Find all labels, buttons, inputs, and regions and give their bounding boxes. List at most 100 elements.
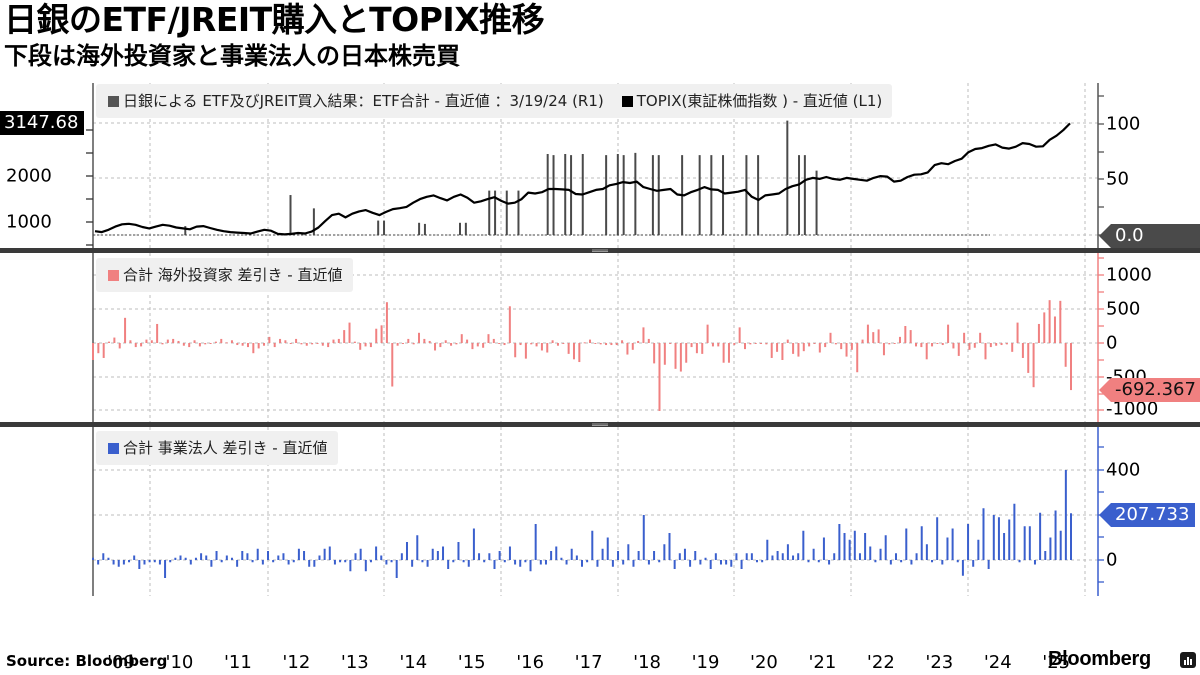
corp-bar bbox=[138, 560, 141, 569]
corp-bar bbox=[843, 533, 846, 560]
foreign-bar bbox=[669, 343, 672, 344]
legend-swatch-corp bbox=[108, 443, 119, 454]
corp-bar bbox=[153, 560, 156, 563]
foreign-bar bbox=[466, 339, 469, 343]
corp-bar bbox=[642, 515, 645, 560]
foreign-bar bbox=[882, 343, 885, 356]
foreign-bar bbox=[765, 343, 768, 345]
foreign-bar bbox=[631, 343, 634, 350]
foreign-bar bbox=[246, 343, 249, 348]
foreign-bar bbox=[963, 332, 966, 343]
corp-bar bbox=[359, 548, 362, 560]
x-axis-label: '16 bbox=[516, 652, 545, 673]
foreign-bar bbox=[359, 343, 362, 350]
foreign-bar bbox=[808, 343, 811, 347]
corp-bar bbox=[261, 560, 264, 565]
corp-bar bbox=[812, 548, 815, 560]
corp-bar bbox=[462, 560, 465, 563]
corp-bar bbox=[1064, 470, 1067, 560]
foreign-bar bbox=[610, 343, 613, 346]
corp-bar bbox=[956, 560, 959, 563]
foreign-bar bbox=[369, 343, 372, 348]
foreign-bar bbox=[423, 338, 426, 343]
foreign-bar bbox=[220, 338, 223, 343]
foreign-bar bbox=[450, 343, 453, 346]
corp-bar bbox=[951, 528, 954, 560]
right-axis-mid-tick-neg1000: -1000 bbox=[1106, 398, 1159, 420]
foreign-bar bbox=[188, 343, 191, 348]
legend-swatch-topix bbox=[621, 96, 633, 107]
corp-bar bbox=[272, 560, 275, 563]
foreign-bar bbox=[711, 343, 714, 347]
foreign-bar bbox=[439, 343, 442, 348]
corp-bar bbox=[977, 539, 980, 560]
corp-bar bbox=[128, 560, 131, 563]
foreign-bar bbox=[519, 343, 522, 346]
foreign-bar bbox=[893, 343, 896, 344]
foreign-bar bbox=[113, 337, 116, 343]
corp-bar bbox=[1044, 551, 1047, 560]
foreign-bar bbox=[957, 343, 960, 356]
corp-bar bbox=[704, 557, 707, 560]
topix-last-value-flag: 3147.68 bbox=[0, 111, 85, 135]
corp-bar bbox=[776, 551, 779, 560]
foreign-bar bbox=[995, 343, 998, 346]
corp-bar bbox=[133, 555, 136, 560]
corp-bar bbox=[797, 553, 800, 560]
foreign-bar bbox=[685, 343, 688, 363]
foreign-bar bbox=[428, 340, 431, 343]
corp-bar bbox=[936, 517, 939, 560]
foreign-bar bbox=[514, 343, 517, 358]
foreign-bar bbox=[375, 328, 378, 343]
foreign-bar bbox=[177, 340, 180, 343]
corp-bar bbox=[1018, 560, 1021, 563]
corp-bar bbox=[982, 508, 985, 560]
corp-bar bbox=[143, 560, 146, 565]
foreign-bar bbox=[524, 343, 527, 359]
foreign-bar bbox=[140, 343, 143, 347]
foreign-bar bbox=[353, 341, 356, 343]
legend-bottom: 合計 事業法人 差引き - 直近値 bbox=[96, 431, 338, 465]
corp-bar bbox=[472, 528, 475, 560]
corp-bar bbox=[148, 560, 151, 563]
corp-bar bbox=[514, 560, 517, 565]
corp-bar bbox=[611, 560, 614, 567]
foreign-bar bbox=[337, 338, 340, 343]
corp-bar bbox=[174, 557, 177, 560]
corp-bar bbox=[858, 553, 861, 560]
foreign-bar bbox=[984, 343, 987, 360]
foreign-bar bbox=[444, 340, 447, 343]
foreign-bar bbox=[797, 343, 800, 357]
corp-bar bbox=[740, 560, 743, 569]
corp-bar bbox=[920, 526, 923, 560]
corp-bar bbox=[1023, 526, 1026, 560]
corp-bar bbox=[864, 533, 867, 560]
corp-bar bbox=[1054, 510, 1057, 560]
corp-bar bbox=[992, 515, 995, 560]
foreign-bar bbox=[706, 324, 709, 343]
corp-bar bbox=[570, 548, 573, 560]
corp-bar bbox=[287, 560, 290, 565]
foreign-bar bbox=[572, 343, 575, 360]
foreign-bar bbox=[802, 343, 805, 352]
x-axis-label: '19 bbox=[691, 652, 720, 673]
x-axis-label: '25 bbox=[1042, 652, 1071, 673]
foreign-bar bbox=[327, 343, 330, 348]
corp-bar bbox=[756, 560, 759, 563]
corp-bar bbox=[668, 533, 671, 560]
foreign-bar bbox=[407, 338, 410, 343]
corp-bar bbox=[550, 551, 553, 560]
bloomberg-logo-icon bbox=[1180, 652, 1196, 668]
foreign-bar bbox=[861, 339, 864, 343]
corp-bar bbox=[292, 560, 295, 563]
foreign-bar bbox=[129, 340, 132, 343]
corp-bar bbox=[313, 560, 316, 567]
foreign-bar bbox=[498, 343, 501, 344]
foreign-bar bbox=[920, 343, 923, 348]
corp-bar bbox=[282, 553, 285, 560]
corp-bar bbox=[786, 544, 789, 560]
corp-bar bbox=[1008, 519, 1011, 560]
corp-bar bbox=[318, 555, 321, 560]
x-axis-label: '15 bbox=[457, 652, 486, 673]
